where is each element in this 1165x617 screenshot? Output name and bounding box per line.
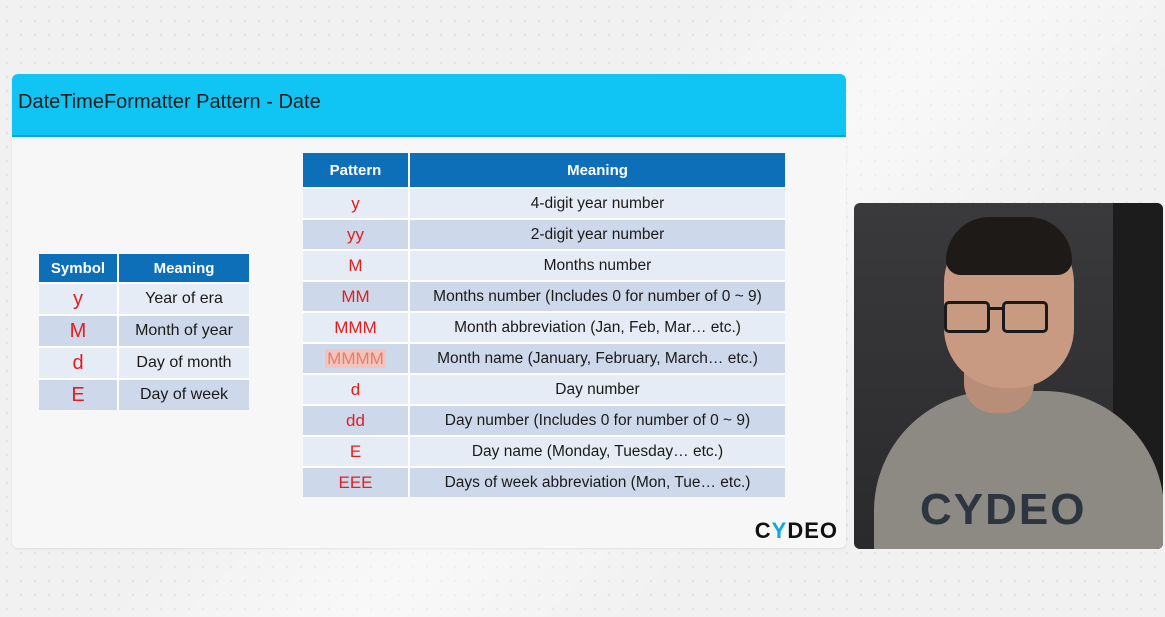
pattern-table-header-row: Pattern Meaning	[303, 153, 785, 188]
symbol-cell: d	[39, 346, 119, 379]
meaning-cell: Months number (Includes 0 for number of …	[409, 280, 785, 312]
table-row: yy 2-digit year number	[303, 218, 785, 250]
symbol-header: Symbol	[39, 254, 119, 283]
table-row: dd Day number (Includes 0 for number of …	[303, 404, 785, 436]
symbol-table-header-row: Symbol Meaning	[39, 254, 249, 283]
pattern-cell: dd	[303, 404, 410, 436]
table-row: MM Months number (Includes 0 for number …	[303, 280, 785, 312]
pattern-cell: yy	[303, 218, 410, 250]
shirt-logo-part: C	[920, 485, 954, 534]
highlighted-pattern: MMMM	[325, 348, 386, 368]
pattern-cell: E	[303, 435, 410, 467]
glasses-icon	[944, 301, 990, 333]
meaning-cell: 4-digit year number	[409, 187, 785, 219]
symbol-cell: E	[39, 378, 119, 410]
meaning-cell: Day name (Monday, Tuesday… etc.)	[409, 435, 785, 467]
table-row: d Day of month	[39, 346, 249, 379]
meaning-cell: 2-digit year number	[409, 218, 785, 250]
shirt-logo: CYDEO	[920, 485, 1087, 535]
meaning-cell: Day of week	[118, 378, 249, 410]
table-row: y Year of era	[39, 282, 249, 315]
shirt-logo-part: DEO	[985, 485, 1087, 534]
table-row: MMM Month abbreviation (Jan, Feb, Mar… e…	[303, 311, 785, 343]
pattern-cell: MMM	[303, 311, 410, 343]
logo-part: C	[754, 518, 772, 543]
glasses-icon	[1002, 301, 1048, 333]
table-row: E Day of week	[39, 378, 249, 410]
meaning-cell: Month name (January, February, March… et…	[409, 342, 785, 374]
presenter-video: CYDEO	[854, 203, 1163, 549]
shirt-logo-accent: Y	[953, 485, 986, 534]
presentation-slide: DateTimeFormatter Pattern - Date Symbol …	[12, 74, 846, 548]
glasses-bridge	[987, 307, 1002, 310]
presenter-shirt	[874, 391, 1163, 549]
cydeo-logo: CYDEO	[755, 518, 838, 544]
meaning-header: Meaning	[409, 153, 785, 188]
table-row: M Month of year	[39, 314, 249, 347]
pattern-table: Pattern Meaning y 4-digit year number yy…	[303, 153, 785, 497]
slide-header-bar: DateTimeFormatter Pattern - Date	[12, 74, 846, 137]
meaning-cell: Day of month	[118, 346, 249, 379]
symbol-cell: y	[39, 282, 119, 315]
symbol-table: Symbol Meaning y Year of era M Month of …	[39, 254, 249, 410]
table-row: MMMM Month name (January, February, Marc…	[303, 342, 785, 374]
pattern-cell: MM	[303, 280, 410, 312]
slide-title: DateTimeFormatter Pattern - Date	[18, 91, 321, 113]
logo-part: DEO	[787, 518, 838, 543]
meaning-cell: Months number	[409, 249, 785, 281]
meaning-cell: Year of era	[118, 282, 249, 315]
table-row: M Months number	[303, 249, 785, 281]
table-row: y 4-digit year number	[303, 187, 785, 219]
meaning-cell: Month abbreviation (Jan, Feb, Mar… etc.)	[409, 311, 785, 343]
pattern-cell: MMMM	[303, 342, 410, 374]
pattern-cell: EEE	[303, 466, 410, 497]
logo-accent: Y	[771, 518, 788, 543]
meaning-cell: Day number	[409, 373, 785, 405]
table-row: E Day name (Monday, Tuesday… etc.)	[303, 435, 785, 467]
meaning-header: Meaning	[118, 254, 249, 283]
meaning-cell: Month of year	[118, 314, 249, 347]
meaning-cell: Day number (Includes 0 for number of 0 ~…	[409, 404, 785, 436]
meaning-cell: Days of week abbreviation (Mon, Tue… etc…	[409, 466, 785, 497]
pattern-cell: d	[303, 373, 410, 405]
table-row: d Day number	[303, 373, 785, 405]
pattern-cell: M	[303, 249, 410, 281]
table-row: EEE Days of week abbreviation (Mon, Tue……	[303, 466, 785, 497]
symbol-cell: M	[39, 314, 119, 347]
pattern-cell: y	[303, 187, 410, 219]
pattern-header: Pattern	[303, 153, 410, 188]
presenter-hair	[946, 217, 1072, 275]
